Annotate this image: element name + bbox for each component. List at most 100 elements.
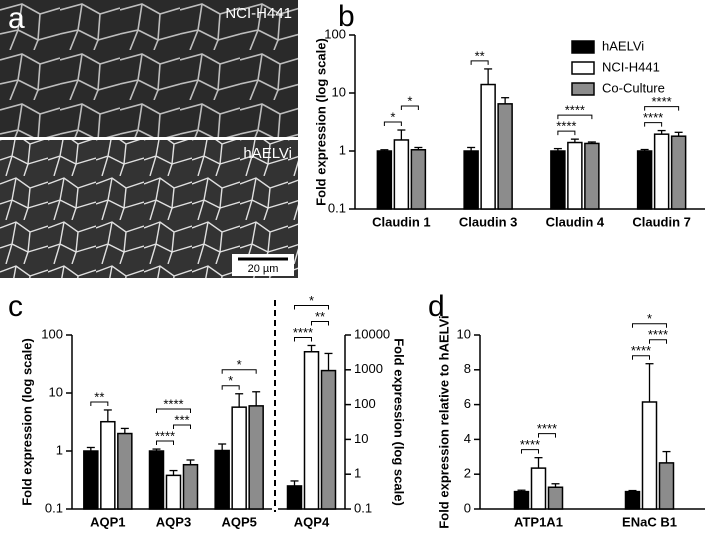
x-tick-label: ATP1A1 xyxy=(514,514,563,529)
bar xyxy=(641,401,658,510)
bar xyxy=(148,450,165,510)
significance-bracket xyxy=(156,440,174,446)
bar xyxy=(636,150,653,210)
y-tick-label: 100 xyxy=(41,326,63,341)
panel-letter: d xyxy=(428,290,445,323)
bar xyxy=(410,149,427,210)
significance-bracket xyxy=(400,105,419,111)
significance-label: * xyxy=(309,293,314,308)
y-tick-label: 0.1 xyxy=(328,200,346,215)
significance-bracket xyxy=(221,369,257,374)
significance-bracket xyxy=(649,339,667,344)
x-tick-label: Claudin 4 xyxy=(546,214,605,229)
significance-label: **** xyxy=(631,343,651,358)
significance-label: * xyxy=(647,311,652,326)
panel-letter: b xyxy=(338,0,355,33)
bar xyxy=(376,150,393,210)
y-tick-label: 10 xyxy=(354,431,368,446)
legend-swatch xyxy=(571,40,595,54)
significance-bracket xyxy=(632,323,667,328)
significance-bracket xyxy=(557,114,593,120)
bar xyxy=(497,103,513,210)
y-tick-label: 10 xyxy=(49,384,63,399)
legend-swatch xyxy=(571,82,595,96)
significance-bracket xyxy=(644,122,663,127)
bar xyxy=(214,449,230,510)
x-tick-label: Claudin 1 xyxy=(372,214,431,229)
y-tick-label: 2 xyxy=(464,466,471,481)
y-tick-label: 6 xyxy=(464,396,471,411)
bar xyxy=(117,432,133,510)
significance-bracket xyxy=(311,320,329,326)
significance-label: * xyxy=(237,357,242,372)
axis-title: Fold expression (log scale) xyxy=(392,338,407,506)
y-tick-label: 100 xyxy=(354,396,376,411)
x-tick-label: AQP3 xyxy=(156,514,191,529)
bar xyxy=(550,150,566,210)
significance-label: *** xyxy=(174,412,189,427)
significance-label: **** xyxy=(648,327,668,342)
bar xyxy=(182,463,199,510)
y-tick-label: 0.1 xyxy=(45,500,63,515)
significance-label: * xyxy=(390,109,395,124)
y-tick-label: 10000 xyxy=(354,326,390,341)
significance-bracket xyxy=(294,304,329,310)
y-tick-label: 10 xyxy=(457,326,471,341)
bar xyxy=(658,462,675,510)
significance-bracket xyxy=(644,106,680,111)
bar xyxy=(248,405,264,510)
y-tick-label: 0 xyxy=(464,500,471,515)
y-tick-label: 1 xyxy=(56,442,63,457)
bar xyxy=(100,420,116,510)
y-tick-label: 1 xyxy=(339,142,346,157)
bar xyxy=(480,83,496,210)
significance-label: ** xyxy=(315,309,325,324)
bar xyxy=(463,150,479,210)
significance-bracket xyxy=(557,130,576,136)
bar xyxy=(653,133,670,210)
significance-label: * xyxy=(407,93,412,108)
significance-bracket xyxy=(173,424,191,430)
x-tick-label: ENaC B1 xyxy=(622,514,677,529)
significance-label: ** xyxy=(475,48,485,63)
bar xyxy=(670,135,687,210)
significance-label: **** xyxy=(556,119,576,134)
legend-swatch xyxy=(571,61,595,75)
y-tick-label: 10 xyxy=(332,84,346,99)
axis-title: Fold expression relative to hAELVi xyxy=(436,315,451,528)
x-tick-label: AQP4 xyxy=(294,514,330,529)
axis-title: Fold expression (log scale) xyxy=(313,38,328,206)
significance-bracket xyxy=(221,385,240,390)
significance-label: **** xyxy=(293,325,313,340)
significance-label: **** xyxy=(565,103,585,118)
legend-label: Co-Culture xyxy=(602,80,665,95)
y-tick-label: 4 xyxy=(464,431,471,446)
y-tick-label: 1 xyxy=(354,466,361,481)
significance-label: * xyxy=(228,373,233,388)
y-tick-label: 1000 xyxy=(354,361,383,376)
bar xyxy=(286,485,303,510)
image-label: hAELVi xyxy=(243,145,292,162)
bar xyxy=(584,142,600,210)
bar xyxy=(393,139,410,210)
legend-label: hAELVi xyxy=(602,38,644,53)
bar xyxy=(513,490,530,510)
significance-bracket xyxy=(156,408,191,414)
x-tick-label: AQP5 xyxy=(221,514,256,529)
y-tick-label: 0.1 xyxy=(354,500,372,515)
x-tick-label: Claudin 3 xyxy=(459,214,518,229)
y-tick-label: 8 xyxy=(464,361,471,376)
panel-letter: c xyxy=(8,290,23,323)
x-tick-label: AQP1 xyxy=(90,514,125,529)
axis-title: Fold expression (log scale) xyxy=(19,338,34,506)
significance-bracket xyxy=(521,449,539,454)
y-tick-label: 100 xyxy=(324,26,346,41)
significance-bracket xyxy=(90,401,109,406)
x-tick-label: Claudin 7 xyxy=(632,214,691,229)
bar xyxy=(567,141,583,210)
significance-label: **** xyxy=(163,396,183,411)
bar xyxy=(530,467,547,510)
bar xyxy=(547,486,564,510)
significance-label: **** xyxy=(643,110,663,125)
